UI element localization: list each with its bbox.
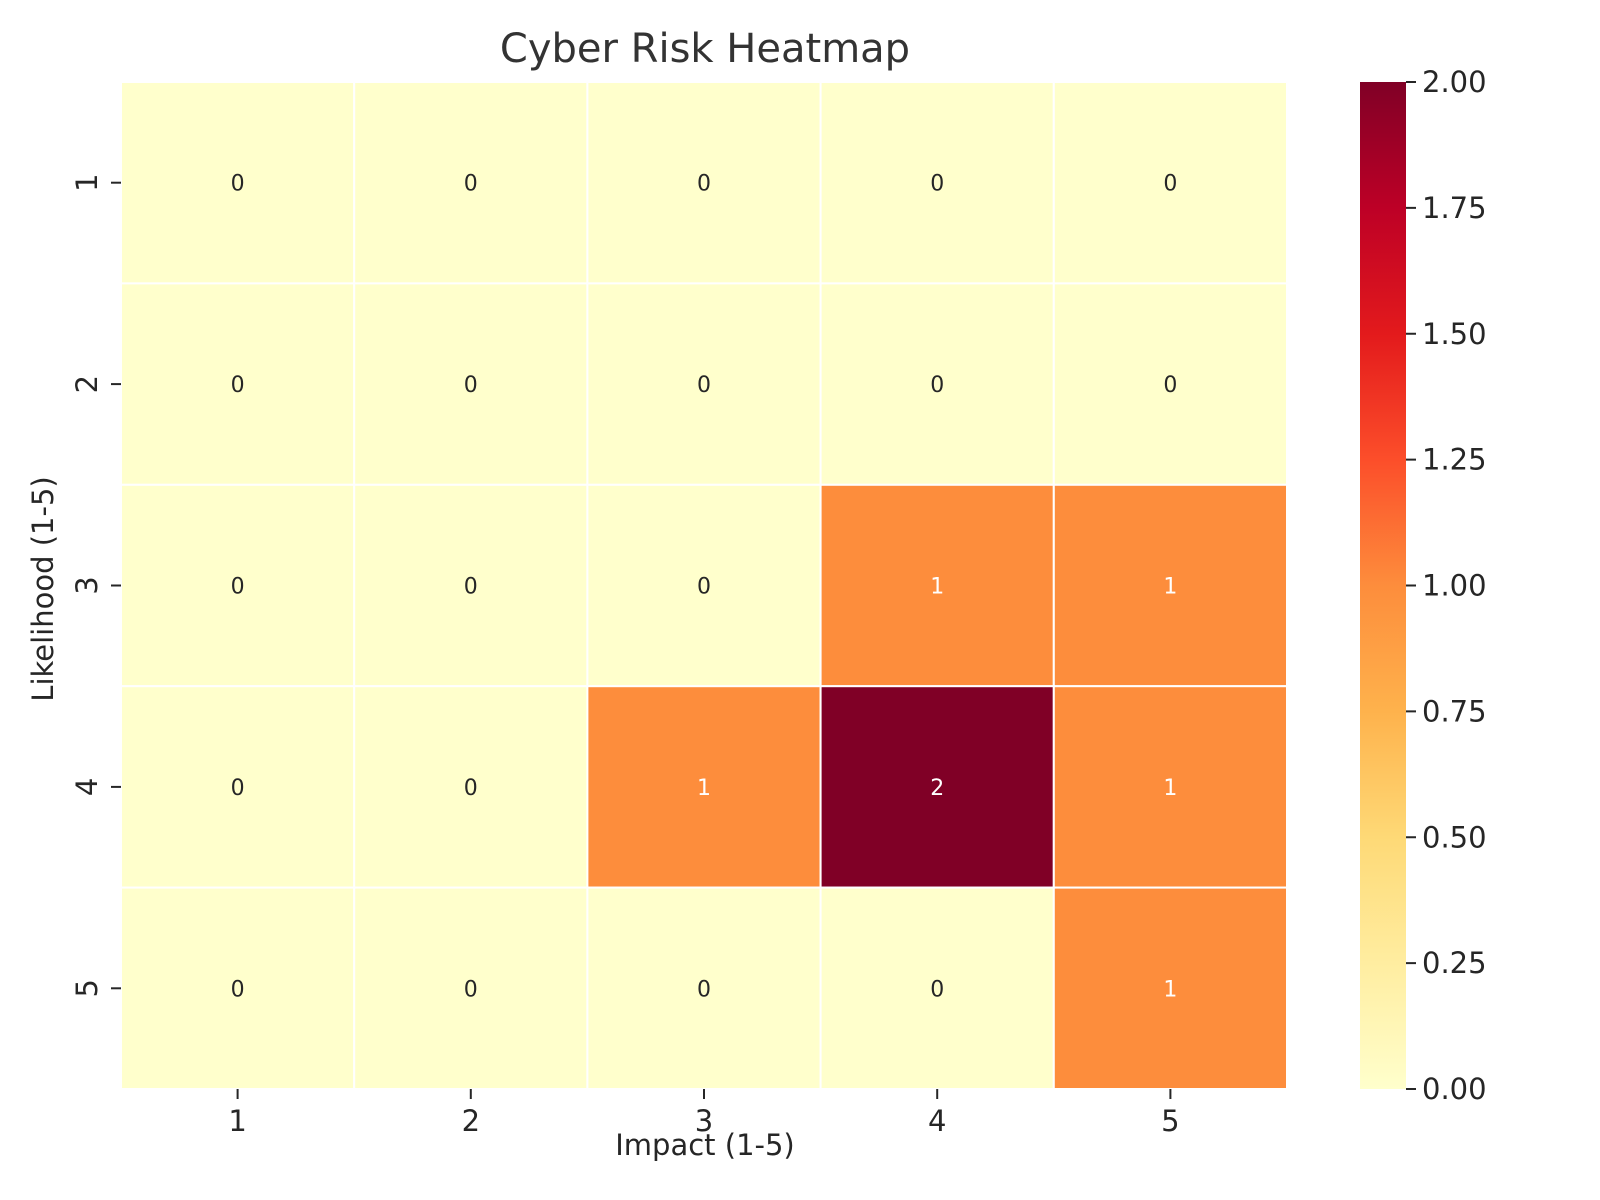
cell-value-label: 0 xyxy=(231,172,245,197)
cell-value-label: 0 xyxy=(930,172,944,197)
heatmap-cell xyxy=(353,886,589,1090)
colorbar-tick-label: 1.75 xyxy=(1422,191,1487,225)
cell-value-label: 0 xyxy=(231,575,245,600)
x-axis-label: Impact (1-5) xyxy=(615,1128,795,1162)
cell-value-label: 1 xyxy=(697,776,711,801)
x-tick-label: 3 xyxy=(695,1104,713,1138)
heatmap-cell xyxy=(120,81,356,285)
heatmap-cell xyxy=(586,886,822,1090)
cell-value-label: 2 xyxy=(930,776,944,801)
x-tick-label: 5 xyxy=(1161,1104,1179,1138)
colorbar-tick-label: 0.00 xyxy=(1422,1072,1487,1106)
y-tick-label: 5 xyxy=(70,979,104,997)
heatmap-cell xyxy=(120,282,356,486)
cell-value-label: 0 xyxy=(464,977,478,1002)
y-tick-label: 3 xyxy=(70,576,104,594)
y-axis-label: Likelihood (1-5) xyxy=(26,476,60,701)
cell-value-label: 0 xyxy=(697,373,711,398)
colorbar-tick-label: 1.00 xyxy=(1422,569,1487,603)
heatmap-annotations: 0 0 0 0 0 0 0 0 0 0 0 0 0 1 1 0 0 1 2 1 0 0 0 0 1 xyxy=(231,172,1178,1003)
colorbar-tick-label: 2.00 xyxy=(1422,65,1487,99)
chart-title: Cyber Risk Heatmap xyxy=(500,26,910,72)
colorbar-tick-label: 0.75 xyxy=(1422,694,1487,728)
y-axis: 1 2 3 4 5 xyxy=(70,173,121,998)
heatmap-cell xyxy=(586,685,822,889)
cell-value-label: 0 xyxy=(231,776,245,801)
cell-value-label: 0 xyxy=(231,373,245,398)
heatmap-cell xyxy=(1052,483,1289,688)
x-tick-label: 2 xyxy=(462,1104,480,1138)
x-tick-label: 4 xyxy=(928,1104,946,1138)
heatmap-cell xyxy=(586,282,822,486)
y-tick-label: 4 xyxy=(70,778,104,796)
cell-value-label: 0 xyxy=(930,977,944,1002)
cell-value-label: 0 xyxy=(464,172,478,197)
colorbar-tick-label: 1.25 xyxy=(1422,443,1487,477)
heatmap-cell xyxy=(819,483,1055,688)
cell-value-label: 1 xyxy=(1163,977,1177,1002)
cell-value-label: 1 xyxy=(1163,776,1177,801)
cell-value-label: 0 xyxy=(697,977,711,1002)
cell-value-label: 0 xyxy=(930,373,944,398)
heatmap-cell xyxy=(1052,886,1289,1090)
colorbar-tick-label: 0.50 xyxy=(1422,820,1487,854)
heatmap-cell xyxy=(819,81,1055,285)
heatmap-cell xyxy=(1052,685,1289,889)
cell-value-label: 0 xyxy=(231,977,245,1002)
cell-value-label: 0 xyxy=(697,172,711,197)
y-tick-label: 2 xyxy=(70,375,104,393)
heatmap-cell xyxy=(353,685,589,889)
cell-value-label: 0 xyxy=(464,575,478,600)
x-tick-label: 1 xyxy=(228,1104,246,1138)
heatmap-cell xyxy=(1052,282,1289,486)
cell-value-label: 0 xyxy=(1163,373,1177,398)
cell-value-label: 1 xyxy=(1163,575,1177,600)
heatmap-cell xyxy=(819,685,1055,889)
cell-value-label: 0 xyxy=(464,373,478,398)
colorbar-tick-label: 0.25 xyxy=(1422,946,1487,980)
cell-value-label: 0 xyxy=(1163,172,1177,197)
x-axis: 1 2 3 4 5 xyxy=(228,1089,1180,1138)
y-tick-label: 1 xyxy=(70,173,104,191)
heatmap-cell xyxy=(353,483,589,688)
colorbar-ticks: 0.00 0.25 0.50 0.75 1.00 1.25 1.50 1.75 2.00 xyxy=(1406,65,1487,1106)
cell-value-label: 1 xyxy=(930,575,944,600)
cell-value-label: 0 xyxy=(697,575,711,600)
heatmap-cell xyxy=(586,81,822,285)
heatmap-cell xyxy=(586,483,822,688)
colorbar-tick-label: 1.50 xyxy=(1422,317,1487,351)
cell-value-label: 0 xyxy=(464,776,478,801)
heatmap-cell xyxy=(353,81,589,285)
heatmap-cells xyxy=(120,81,1289,1090)
heatmap-cell xyxy=(1052,81,1289,285)
heatmap-cell xyxy=(120,886,356,1090)
colorbar xyxy=(1360,82,1406,1089)
